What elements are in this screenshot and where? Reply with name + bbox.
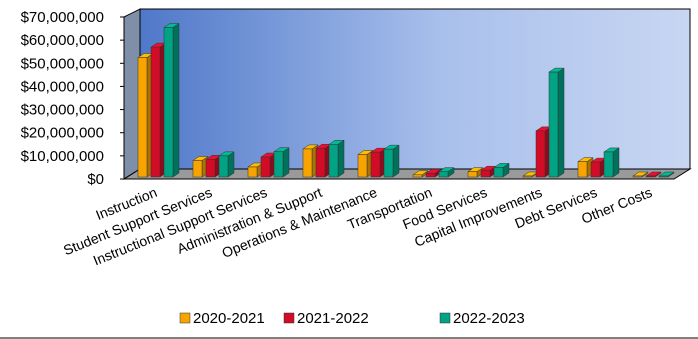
bar-front: [590, 161, 601, 178]
bar-front: [383, 148, 394, 178]
bar: [273, 147, 290, 178]
bar-front: [632, 175, 643, 178]
bar: [645, 171, 662, 178]
bar-front: [412, 174, 423, 178]
bar-front: [493, 167, 504, 178]
bar-front: [645, 175, 656, 178]
y-tick-label: $40,000,000: [21, 78, 104, 95]
bar-side: [337, 139, 345, 178]
y-tick-label: $10,000,000: [21, 148, 104, 165]
bar-side: [227, 151, 235, 178]
bar: [658, 171, 675, 178]
y-tick-label: $30,000,000: [21, 102, 104, 119]
bar: [603, 147, 620, 178]
bar-side: [282, 147, 290, 178]
bar: [383, 144, 400, 178]
bar-front: [328, 144, 339, 178]
bar-front: [260, 156, 271, 178]
legend-swatch: [439, 312, 451, 324]
bar-side: [392, 144, 400, 178]
bar: [493, 162, 510, 178]
bar-front: [302, 148, 313, 178]
bar: [425, 168, 442, 178]
bar-front: [150, 46, 161, 178]
bar-front: [577, 161, 588, 178]
bars: [137, 22, 675, 178]
bar-front: [137, 57, 148, 178]
bar-front: [273, 151, 284, 178]
bar: [632, 171, 649, 178]
bar: [480, 165, 497, 178]
legend-label: 2022-2023: [453, 310, 525, 327]
bar-front: [357, 154, 368, 178]
bar-front: [603, 151, 614, 178]
bar-front: [548, 71, 559, 178]
legend-label: 2021-2022: [297, 310, 369, 327]
y-tick-label: $70,000,000: [21, 9, 104, 26]
bar-front: [425, 172, 436, 178]
bar-front: [315, 147, 326, 178]
legend: 2020-2021 2021-2022 2022-2023: [179, 310, 525, 327]
y-tick-label: $0: [87, 171, 104, 188]
bar-front: [658, 175, 669, 178]
y-tick-label: $60,000,000: [21, 32, 104, 49]
bar: [218, 151, 235, 178]
bar-front: [247, 166, 258, 178]
bar-side: [612, 147, 620, 178]
bar-front: [218, 155, 229, 178]
bar-side: [172, 22, 180, 178]
y-axis: $0 $10,000,000 $20,000,000 $30,000,000 $40,0…: [21, 9, 125, 188]
bar-front: [467, 171, 478, 178]
legend-label: 2020-2021: [193, 310, 265, 327]
bar-front: [438, 171, 449, 178]
bar-front: [480, 169, 491, 178]
bar-front: [535, 130, 546, 178]
bar: [548, 67, 565, 178]
bar-front: [192, 160, 203, 178]
bar: [438, 167, 455, 178]
bar: [163, 22, 180, 178]
bar-front: [205, 159, 216, 178]
y-tick-label: $50,000,000: [21, 55, 104, 72]
side-wall: [123, 8, 141, 180]
bar-front: [370, 151, 381, 178]
bar-side: [557, 67, 565, 178]
bar: [412, 170, 429, 178]
bar: [328, 139, 345, 178]
bar-front: [163, 27, 174, 178]
back-wall: [139, 8, 691, 170]
bar-front: [522, 175, 533, 178]
y-tick-label: $20,000,000: [21, 125, 104, 142]
legend-swatch: [283, 312, 295, 324]
legend-swatch: [179, 312, 191, 324]
